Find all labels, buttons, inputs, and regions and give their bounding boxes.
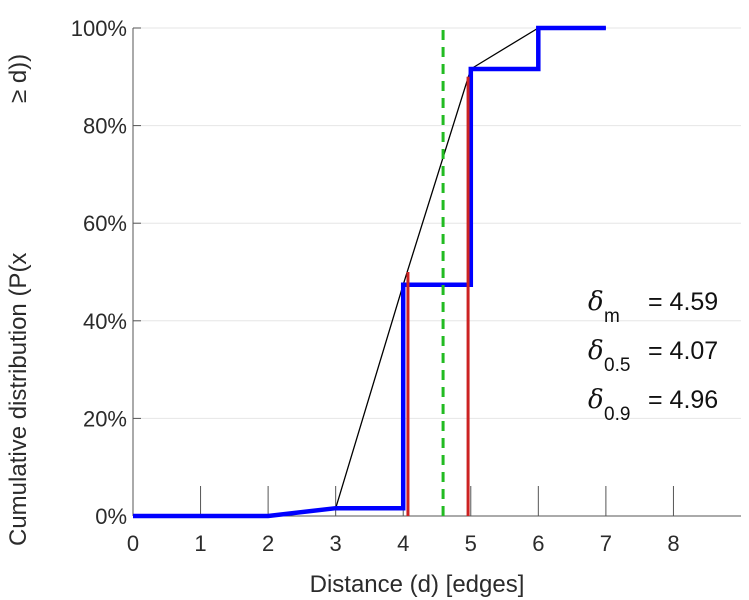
x-axis-label: Distance (d) [edges] (310, 571, 525, 598)
vertical-markers (406, 28, 470, 516)
y-axis-label: Cumulative distribution (P(x (5, 253, 32, 546)
x-tick-label: 4 (397, 531, 409, 556)
x-tick-label: 0 (127, 531, 139, 556)
annotation-symbol: δ (588, 385, 604, 415)
y-tick-label: 0% (95, 504, 127, 529)
annotation-value: = 4.59 (648, 288, 718, 316)
x-tick-label: 1 (194, 531, 206, 556)
axes (132, 27, 741, 517)
annotation-value: = 4.07 (648, 337, 718, 365)
annotation-0-5: δ 0.5 = 4.07 (588, 336, 718, 376)
y-tick-label: 40% (83, 309, 127, 334)
x-tick-label: 3 (330, 531, 342, 556)
annotation-subscript: 0.5 (604, 355, 630, 376)
x-tick-label: 2 (262, 531, 274, 556)
gridlines (133, 27, 741, 419)
annotation-value: = 4.96 (648, 386, 718, 414)
annotation-subscript: m (604, 306, 620, 327)
step-cdf-series (133, 25, 606, 519)
interpolated-line-series (133, 27, 606, 517)
annotations: δ m= 4.59δ 0.5= 4.07δ 0.9= 4.96 (588, 287, 718, 425)
annotation-0-9: δ 0.9 = 4.96 (588, 385, 718, 425)
y-tick-label: 80% (83, 114, 127, 139)
y-tick-label: 100% (71, 16, 127, 41)
annotation-symbol: δ (588, 287, 604, 317)
annotation-m: δ m = 4.59 (588, 287, 718, 327)
y-axis-label-tail: ≥ d)) (5, 54, 32, 103)
x-tick-label: 7 (600, 531, 612, 556)
x-tick-label: 6 (532, 531, 544, 556)
annotation-subscript: 0.9 (604, 404, 630, 425)
y-tick-label: 20% (83, 406, 127, 431)
x-tick-label: 8 (667, 531, 679, 556)
x-tick-label: 5 (465, 531, 477, 556)
y-tick-label: 60% (83, 211, 127, 236)
series-layer (133, 25, 606, 519)
tick-labels: 0% 20% 40% 60% 80% 100% 0 1 2 3 4 5 6 7 8 (71, 16, 680, 556)
annotation-symbol: δ (588, 336, 604, 366)
